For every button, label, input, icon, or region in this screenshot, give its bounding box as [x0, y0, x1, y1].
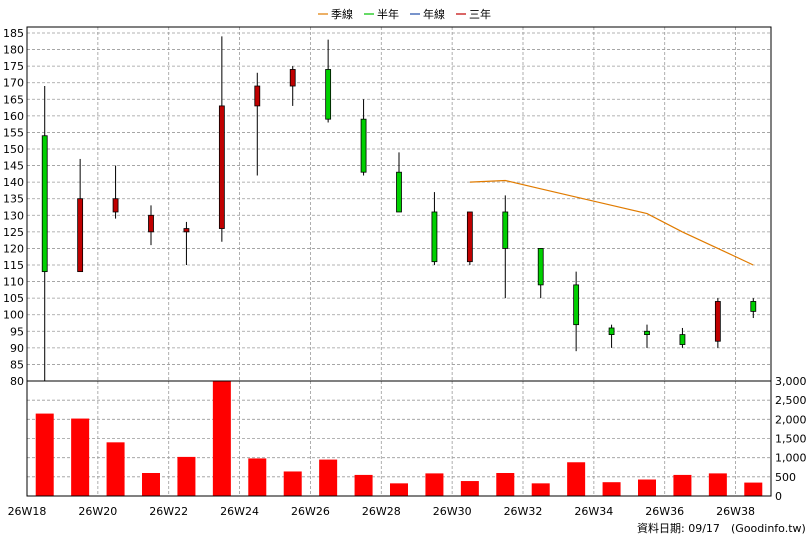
- price-tick-label: 160: [3, 110, 24, 123]
- price-tick-label: 165: [3, 93, 24, 106]
- volume-bar: [602, 482, 621, 496]
- volume-tick-label: 1,500: [775, 433, 807, 446]
- candle-body: [644, 330, 650, 335]
- volume-frame: [26, 380, 772, 497]
- source-label: (Goodinfo.tw): [731, 522, 806, 535]
- volume-bar: [283, 471, 302, 496]
- candle-body: [254, 85, 261, 107]
- candle-body: [183, 228, 190, 233]
- volume-bar: [248, 458, 267, 496]
- price-tick-label: 95: [10, 325, 24, 338]
- candle-body: [360, 118, 367, 173]
- volume-bar: [142, 473, 160, 496]
- volume-bar: [708, 473, 727, 496]
- candle-body: [714, 301, 721, 342]
- price-gridlines: [26, 27, 771, 382]
- candle-body: [537, 248, 544, 286]
- volume-tick-label: 2,500: [775, 394, 807, 407]
- volume-bar: [212, 381, 231, 496]
- price-tick-label: 115: [3, 259, 24, 272]
- legend-label-1: 半年: [377, 7, 399, 21]
- candle-body: [750, 301, 757, 312]
- volume-bar: [177, 456, 196, 496]
- volume-tick-label: 1,000: [775, 452, 807, 465]
- volume-bar: [567, 462, 586, 496]
- x-tick-label: 26W26: [291, 505, 330, 518]
- season-ma-line: [469, 179, 754, 266]
- candle-body: [77, 198, 84, 273]
- volume-bar: [531, 483, 550, 496]
- candlesticks: [41, 36, 757, 381]
- candle-body: [608, 327, 615, 336]
- price-tick-label: 80: [10, 375, 24, 388]
- volume-bars: [35, 381, 763, 496]
- x-tick-label: 26W36: [645, 505, 684, 518]
- price-tick-label: 150: [3, 143, 24, 156]
- candle-body: [466, 211, 473, 263]
- price-tick-label: 140: [3, 176, 24, 189]
- x-tick-label: 26W22: [149, 505, 188, 518]
- candle-body: [218, 105, 225, 229]
- volume-tick-label: 2,000: [775, 413, 807, 426]
- x-tick-label: 26W24: [220, 505, 259, 518]
- volume-bar: [673, 474, 692, 496]
- volume-bar: [354, 474, 373, 496]
- price-tick-label: 100: [3, 309, 24, 322]
- price-tick-label: 180: [3, 44, 24, 57]
- price-tick-label: 130: [3, 209, 24, 222]
- price-tick-label: 85: [10, 358, 24, 371]
- price-tick-label: 175: [3, 60, 24, 73]
- volume-bar: [390, 483, 408, 496]
- chart-legend: 季線 半年 年線 三年: [318, 7, 491, 21]
- x-tick-label: 26W38: [716, 505, 755, 518]
- candle-body: [289, 69, 296, 87]
- price-tick-label: 185: [3, 27, 24, 40]
- price-tick-label: 120: [3, 242, 24, 255]
- candle-body: [431, 211, 438, 263]
- x-tick-label: 26W34: [574, 505, 613, 518]
- candle-body: [112, 198, 119, 213]
- volume-bar: [744, 482, 763, 496]
- price-tick-label: 90: [10, 342, 24, 355]
- price-tick-label: 170: [3, 77, 24, 90]
- volume-bar: [71, 418, 90, 496]
- candle-body: [148, 214, 154, 233]
- price-tick-label: 125: [3, 226, 24, 239]
- candle-body: [396, 171, 402, 213]
- x-tick-label: 26W18: [8, 505, 47, 518]
- volume-bar: [319, 459, 338, 496]
- volume-bar: [460, 481, 479, 496]
- price-tick-label: 110: [3, 276, 24, 289]
- candle-body: [573, 284, 580, 326]
- candle-body: [679, 334, 686, 345]
- legend-label-0: 季線: [331, 7, 353, 21]
- volume-tick-label: 0: [775, 490, 782, 503]
- plot-frames: [26, 26, 772, 497]
- x-tick-label: 26W28: [362, 505, 401, 518]
- volume-bar: [496, 473, 515, 496]
- price-tick-label: 105: [3, 292, 24, 305]
- legend-label-2: 年線: [423, 7, 445, 21]
- volume-tick-label: 3,000: [775, 375, 807, 388]
- x-tick-label: 26W20: [78, 505, 117, 518]
- volume-bar: [106, 442, 125, 496]
- volume-bar: [425, 473, 444, 496]
- price-tick-label: 145: [3, 160, 24, 173]
- candle-body: [41, 135, 48, 273]
- moving-average-lines: [469, 179, 754, 266]
- price-tick-label: 155: [3, 126, 24, 139]
- x-tick-label: 26W30: [433, 505, 472, 518]
- x-tick-label: 26W32: [504, 505, 543, 518]
- axis-tick-labels: 80 85 90 95 100 105 110 115 120 125 130 135 140 145 15…: [3, 27, 807, 518]
- legend-label-3: 三年: [469, 7, 491, 21]
- price-tick-label: 135: [3, 193, 24, 206]
- volume-tick-label: 500: [775, 471, 796, 484]
- volume-bar: [638, 479, 656, 496]
- candle-body: [502, 211, 509, 249]
- candle-body: [325, 69, 332, 120]
- volume-bar: [35, 413, 54, 496]
- data-date-label: 資料日期: 09/17: [637, 521, 720, 535]
- volume-gridlines: [26, 381, 771, 496]
